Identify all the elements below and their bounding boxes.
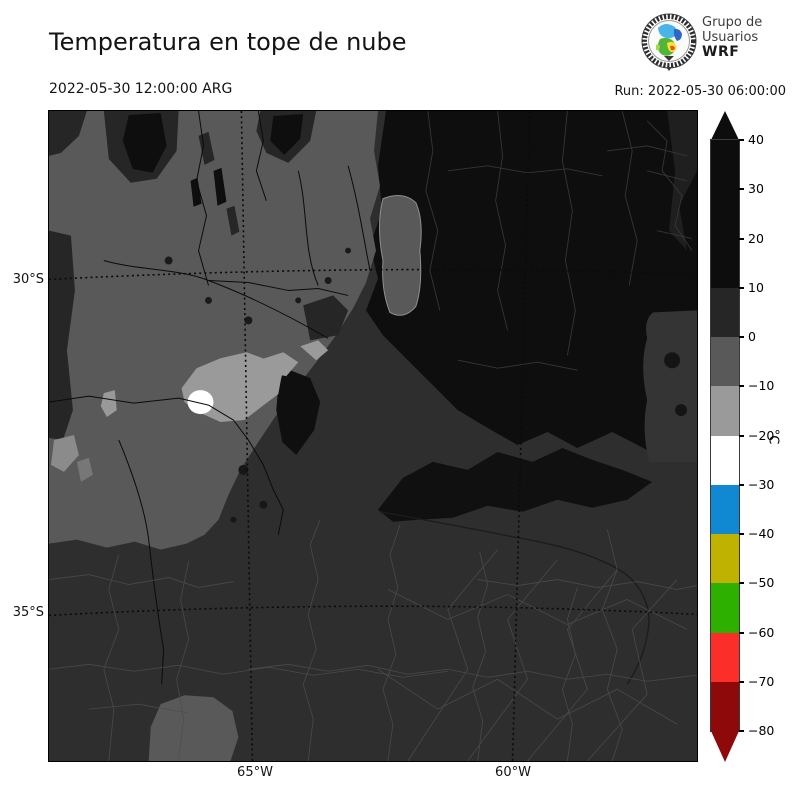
map-estuary [377,447,653,685]
colorbar-band [711,435,739,485]
colorbar-band [711,681,739,731]
map-borders-south [49,519,697,761]
colorbar-tickmark [739,286,744,289]
colorbar-tickmark [739,533,744,535]
colorbar-tickmark [739,139,744,141]
colorbar-tick-label: −60 [748,624,775,640]
colorbar-band [711,386,739,436]
colorbar-tick-label: −40 [748,526,775,542]
colorbar-tick-label: −70 [748,673,775,689]
valid-time-label: 2022-05-30 12:00:00 ARG [49,81,233,97]
logo-line-3: WRF [702,44,740,60]
colorbar-tick-label: 30 [748,181,764,197]
colorbar-band [711,484,739,534]
colorbar-tick-label: 0 [748,329,756,345]
map-region-black-ne [366,111,697,450]
colorbar-band [711,583,739,633]
logo-line-2: Usuarios [702,30,759,45]
colorbar-band [711,632,739,682]
lon-tick-65w: 65°W [237,765,273,780]
colorbar-unit-label: °C [765,428,781,445]
colorbar-over-arrow [711,111,739,140]
colorbar-under-arrow [711,731,739,762]
colorbar-tickmark [739,631,744,634]
globe-emblem-icon [641,13,697,71]
map-borders-north [49,111,371,685]
colorbar-tick-label: −30 [748,476,775,492]
colorbar-tick-label: −50 [748,575,775,591]
colorbar-tickmark [739,188,744,191]
colorbar-tickmark [739,237,744,240]
colorbar-band [711,337,739,387]
run-time-label: Run: 2022-05-30 06:00:00 [614,84,786,99]
colorbar-bands [710,139,740,732]
colorbar-tickmark [739,680,744,683]
colorbar-band [711,534,739,584]
map-region-east-strip [643,310,697,462]
colorbar-tick-label: 20 [748,230,764,246]
map-borders-ne [425,111,693,371]
colorbar-tick-label: −20 [748,427,775,443]
map-plot [48,110,698,762]
colorbar-tickmark [739,582,744,585]
lat-tick-35s: 35°S [12,605,44,620]
colorbar-band [711,287,739,337]
map-black-blobs [122,112,352,523]
colorbar-tick-label: −10 [748,378,775,394]
map-canvas [49,111,697,761]
lat-tick-30s: 30°S [12,272,44,287]
wrf-users-logo: Grupo de Usuarios WRF [640,12,762,74]
colorbar-band [711,140,739,288]
map-graticule [49,111,697,761]
colorbar-tick-label: 10 [748,279,764,295]
colorbar-ticks: 40 30 20 10 0 −10 −20 −30 −40 −50 −60 −70 −80 [739,132,789,738]
colorbar-tickmark [739,483,744,486]
colorbar-tick-label: 40 [748,132,764,148]
logo-line-1: Grupo de [702,15,763,30]
page-title: Temperatura en tope de nube [49,28,407,56]
map-region-gray-nw [49,111,422,761]
colorbar-tickmark [739,385,744,388]
lon-tick-60w: 60°W [495,765,531,780]
colorbar-tickmark [739,730,744,732]
colorbar-tickmark [739,336,744,338]
colorbar-tick-label: −80 [748,723,775,739]
colorbar-tickmark [739,434,744,437]
